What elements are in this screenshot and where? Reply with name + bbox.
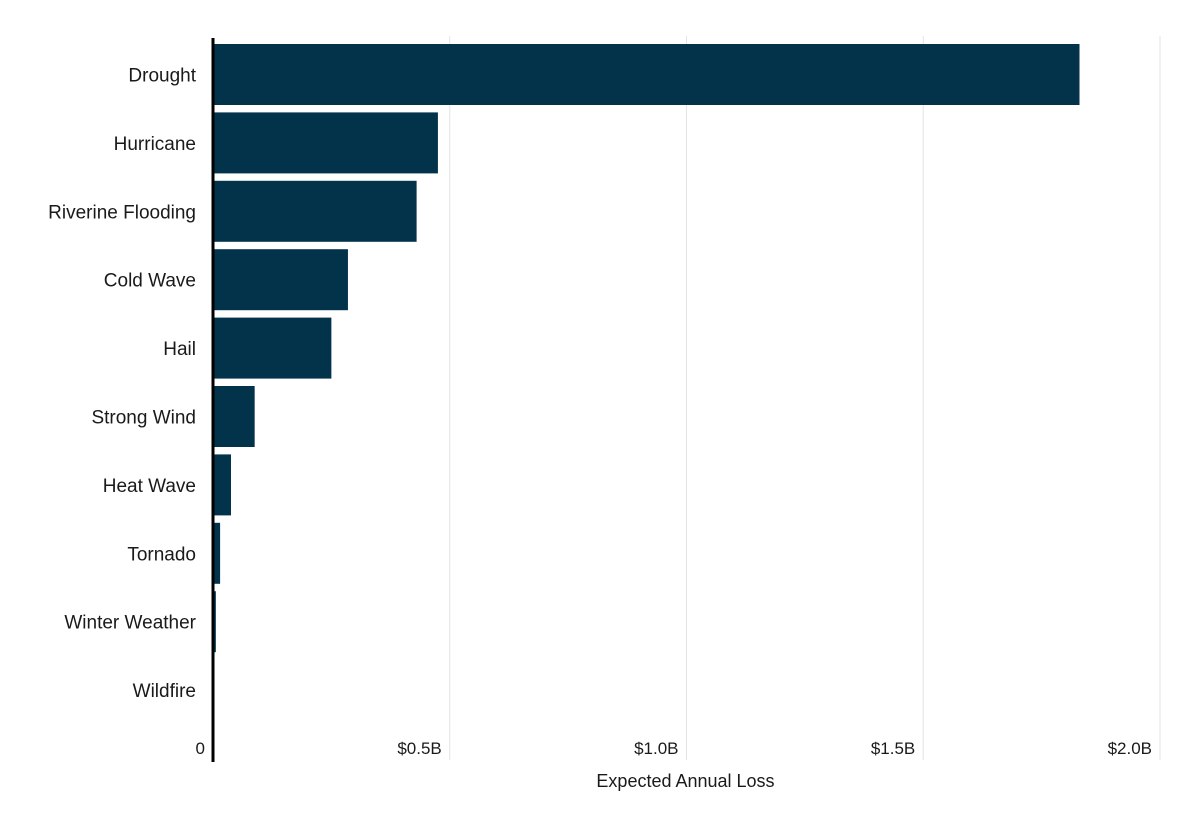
x-tick-label: $0.5B	[397, 739, 441, 758]
category-label: Strong Wind	[91, 408, 196, 429]
bar	[213, 44, 1080, 105]
category-label: Winter Weather	[64, 613, 196, 634]
category-label: Cold Wave	[104, 271, 196, 292]
category-label: Wildfire	[133, 681, 196, 702]
category-label: Riverine Flooding	[48, 202, 196, 223]
bar	[213, 386, 255, 447]
bar	[213, 454, 231, 516]
category-labels: Drought Hurricane Riverine Flooding Cold Wa…	[48, 66, 197, 703]
bar	[213, 180, 417, 242]
bar	[213, 522, 221, 584]
x-tick-labels: 0 $0.5B $1.0B $1.5B $2.0B	[196, 739, 1152, 758]
bar	[213, 317, 332, 379]
category-label: Hurricane	[114, 134, 196, 155]
x-tick-label: 0	[196, 739, 205, 758]
category-label: Drought	[128, 66, 196, 87]
bars	[213, 44, 1080, 721]
x-axis-title: Expected Annual Loss	[596, 771, 774, 791]
bar	[213, 249, 348, 311]
category-label: Heat Wave	[103, 476, 196, 497]
x-tick-label: $2.0B	[1108, 739, 1152, 758]
gridlines	[449, 36, 1161, 760]
category-label: Hail	[163, 339, 196, 360]
x-tick-label: $1.5B	[871, 739, 915, 758]
x-tick-label: $1.0B	[634, 739, 678, 758]
bar	[213, 112, 438, 174]
category-label: Tornado	[127, 544, 196, 565]
